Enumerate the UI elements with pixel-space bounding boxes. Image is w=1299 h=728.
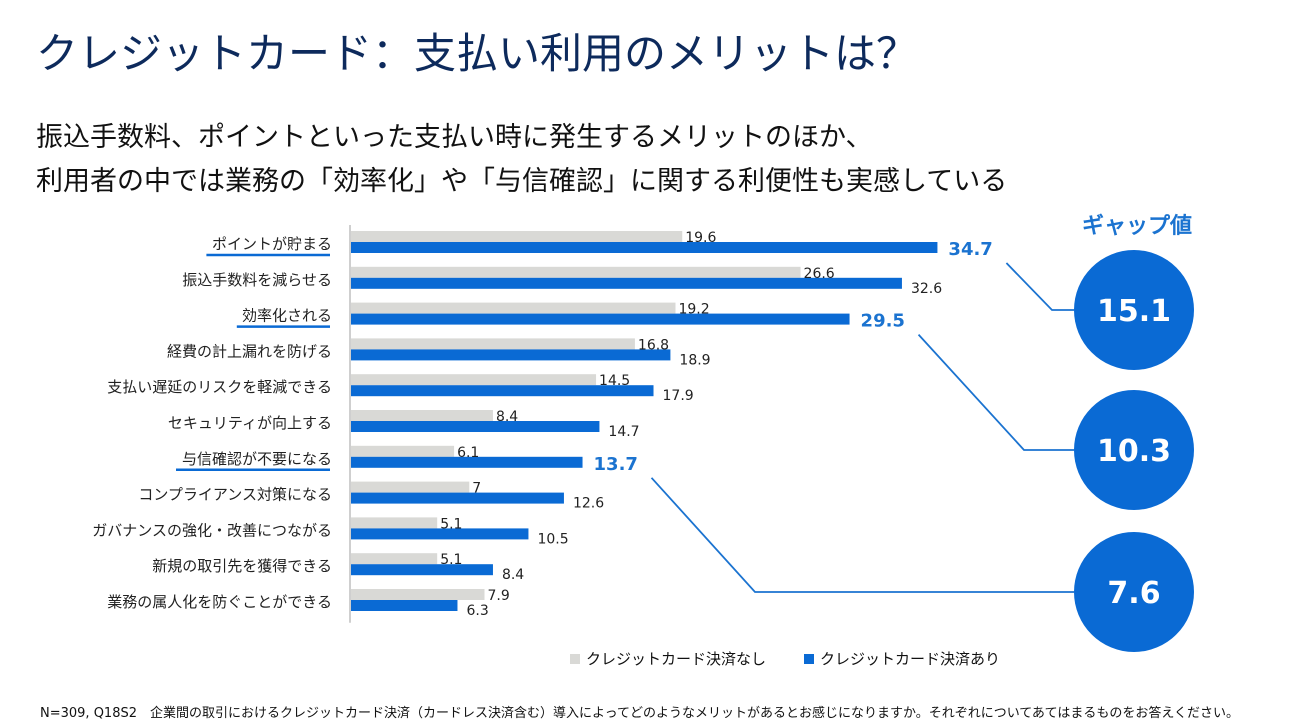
gap-value: 7.6 [1107,576,1160,611]
value-label-without: 6.1 [457,445,479,461]
value-label-without: 14.5 [599,373,630,389]
bar-without [351,517,438,529]
category-label: セキュリティが向上する [168,414,332,432]
bar-without [351,481,470,493]
gap-title: ギャップ値 [1082,214,1193,239]
subtitle-line-1: 振込手数料、ポイントといった支払い時に発生するメリットのほか、 [36,122,873,153]
bar-without [351,338,635,350]
value-label-with: 29.5 [861,311,905,332]
value-label-with: 17.9 [663,388,694,404]
value-label-without: 16.8 [638,337,669,353]
bar-with [351,421,600,432]
legend-label-with: クレジットカード決済あり [820,650,1001,668]
gap-connector-line [650,477,1074,593]
bar-without [351,553,438,565]
value-label-without: 7 [472,481,481,497]
subtitle: 振込手数料、ポイントといった支払い時に発生するメリットのほか、 利用者の中では業… [36,116,1007,204]
value-label-without: 5.1 [440,552,462,568]
bar-without [351,374,597,386]
legend-swatch-with [804,653,815,664]
bar-without [351,231,683,242]
category-label: 与信確認が不要になる [182,450,332,468]
value-label-with: 34.7 [948,239,992,260]
bar-without [351,410,493,421]
gap-circle [1074,390,1194,510]
category-label: コンプライアンス対策になる [138,486,332,504]
value-label-with: 8.4 [502,567,524,583]
gap-circle [1074,250,1194,370]
value-label-without: 7.9 [488,588,510,604]
gap-value: 10.3 [1097,434,1171,469]
value-label-without: 19.2 [678,302,709,318]
gap-connector-line [1005,262,1074,311]
bar-with [351,528,529,540]
category-label: 効率化される [242,307,332,325]
bar-with [351,349,671,361]
legend-label-without: クレジットカード決済なし [586,650,767,668]
category-label: 経費の計上漏れを防げる [167,342,332,360]
bar-with [351,242,938,253]
bar-with [351,385,654,397]
gap-value: 15.1 [1097,294,1171,329]
bar-with [351,564,493,576]
value-label-with: 6.3 [466,603,488,619]
category-label: ガバナンスの強化・改善につながる [92,521,332,539]
category-label: 業務の属人化を防ぐことができる [107,593,332,611]
category-label: 支払い遅延のリスクを軽減できる [107,378,332,396]
gap-connector-line [917,333,1074,451]
value-label-with: 14.7 [608,424,639,440]
bar-without [351,266,801,278]
category-label: ポイントが貯まる [212,235,332,253]
bar-with [351,492,564,504]
value-label-without: 19.6 [685,230,716,246]
value-label-without: 8.4 [496,409,518,425]
bar-without [351,302,676,314]
category-label: 新規の取引先を獲得できる [152,557,332,575]
value-label-without: 26.6 [804,266,835,282]
category-label: 振込手数料を減らせる [182,271,332,289]
page-title: クレジットカード：支払い利用のメリットは？ [36,29,919,78]
subtitle-line-2: 利用者の中では業務の「効率化」や「与信確認」に関する利便性も実感している [36,166,1008,197]
value-label-with: 32.6 [911,281,942,297]
bar-without [351,589,485,600]
gap-circle [1074,532,1194,652]
bar-without [351,445,455,457]
value-label-with: 13.7 [594,454,638,475]
bar-with [351,600,458,611]
legend-item-with: クレジットカード決済あり [804,648,1000,669]
bar-with [351,456,583,468]
bar-with [351,313,850,325]
value-label-with: 18.9 [679,352,710,368]
legend: クレジットカード決済なし クレジットカード決済あり [570,648,1000,669]
value-label-with: 12.6 [573,496,604,512]
legend-swatch-without [570,653,580,664]
value-label-without: 5.1 [440,516,462,532]
footnote: N=309, Q18S2 企業間の取引におけるクレジットカード決済（カードレス決… [40,706,1240,721]
value-label-with: 10.5 [537,531,568,547]
legend-item-without: クレジットカード決済なし [570,648,766,669]
bar-with [351,277,902,289]
